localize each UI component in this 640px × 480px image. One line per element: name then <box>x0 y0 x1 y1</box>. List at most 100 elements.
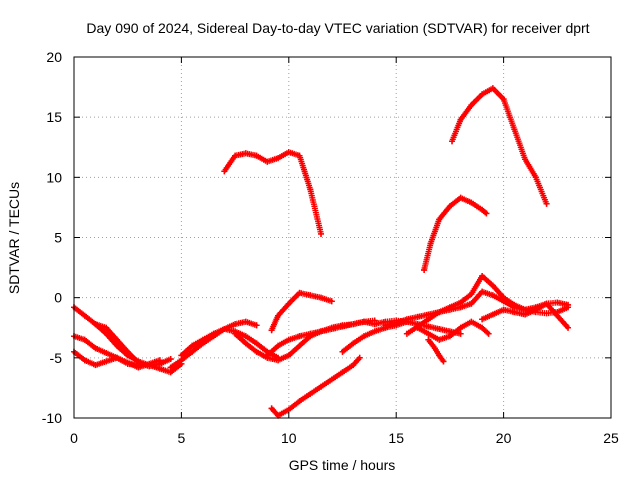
data-point <box>393 319 400 326</box>
series-track-07 <box>232 317 464 364</box>
data-point <box>285 336 292 343</box>
y-tick-label: -5 <box>50 350 63 366</box>
data-point <box>307 186 314 193</box>
series-track-17 <box>479 300 572 331</box>
data-point <box>511 126 518 133</box>
data-point <box>511 301 518 308</box>
data-point <box>489 85 496 92</box>
data-point <box>268 405 275 412</box>
x-axis-label: GPS time / hours <box>289 457 396 473</box>
data-point <box>425 336 432 343</box>
data-point <box>403 330 410 337</box>
data-point <box>318 328 325 335</box>
series-markers <box>449 85 550 207</box>
x-tick-label: 5 <box>178 430 186 446</box>
series-track-09 <box>268 354 363 419</box>
data-point <box>360 333 367 340</box>
y-tick-label: 20 <box>46 49 62 65</box>
data-point <box>221 168 228 175</box>
data-point <box>543 310 550 317</box>
data-point <box>479 316 486 323</box>
data-point <box>436 352 443 359</box>
data-point <box>436 336 443 343</box>
data-point <box>339 323 346 330</box>
y-tick-label: 5 <box>54 230 62 246</box>
data-point <box>479 91 486 98</box>
axis-ticks: 0 5 10 15 20 25 -10 -5 0 5 10 15 20 <box>42 49 619 446</box>
data-point <box>285 406 292 413</box>
data-point <box>253 340 260 347</box>
data-point <box>371 317 378 324</box>
data-point <box>285 300 292 307</box>
data-point <box>318 230 325 237</box>
data-point <box>565 301 572 308</box>
data-point <box>500 294 507 301</box>
data-point <box>414 313 421 320</box>
data-point <box>103 358 110 365</box>
series-markers <box>421 194 490 273</box>
data-point <box>307 330 314 337</box>
data-point <box>232 152 239 159</box>
data-point <box>489 282 496 289</box>
data-point <box>103 350 110 357</box>
data-point <box>296 342 303 349</box>
data-point <box>532 306 539 313</box>
data-point <box>468 318 475 325</box>
data-point <box>113 336 120 343</box>
data-point <box>318 383 325 390</box>
data-point <box>124 360 131 367</box>
grid-lines <box>74 57 611 418</box>
data-point <box>81 312 88 319</box>
data-point <box>328 376 335 383</box>
data-point <box>532 174 539 181</box>
data-point <box>296 152 303 159</box>
data-point <box>457 324 464 331</box>
data-point <box>414 324 421 331</box>
data-point <box>350 362 357 369</box>
data-point <box>554 299 561 306</box>
data-point <box>253 348 260 355</box>
data-point <box>135 359 142 366</box>
data-point <box>543 200 550 207</box>
chart-title: Day 090 of 2024, Sidereal Day-to-day VTE… <box>86 20 589 36</box>
data-point <box>522 311 529 318</box>
data-point <box>318 294 325 301</box>
x-tick-label: 20 <box>496 430 512 446</box>
data-point <box>167 356 174 363</box>
data-point <box>296 398 303 405</box>
series-track-10 <box>221 149 325 237</box>
data-point <box>275 342 282 349</box>
data-point <box>242 333 249 340</box>
series-markers <box>268 354 363 419</box>
data-point <box>425 323 432 330</box>
data-point <box>500 306 507 313</box>
data-point <box>440 358 447 365</box>
data-point <box>242 318 249 325</box>
data-point <box>468 291 475 298</box>
y-axis-label: SDTVAR / TECUs <box>6 182 22 294</box>
data-point <box>468 300 475 307</box>
data-point <box>479 288 486 295</box>
data-point <box>457 194 464 201</box>
data-point <box>511 309 518 316</box>
data-point <box>479 206 486 213</box>
data-point <box>485 330 492 337</box>
series-markers <box>221 149 324 237</box>
data-point <box>431 345 438 352</box>
data-point <box>92 321 99 328</box>
series-markers <box>268 289 335 334</box>
data-point <box>457 116 464 123</box>
data-point <box>253 152 260 159</box>
data-point <box>522 156 529 163</box>
data-point <box>296 333 303 340</box>
data-point <box>436 216 443 223</box>
x-tick-label: 10 <box>281 430 297 446</box>
data-point <box>446 333 453 340</box>
data-point <box>565 324 572 331</box>
y-tick-label: 0 <box>54 290 62 306</box>
data-point <box>421 266 428 273</box>
data-point <box>156 360 163 367</box>
data-point <box>264 158 271 165</box>
data-point <box>268 327 275 334</box>
data-point <box>382 322 389 329</box>
